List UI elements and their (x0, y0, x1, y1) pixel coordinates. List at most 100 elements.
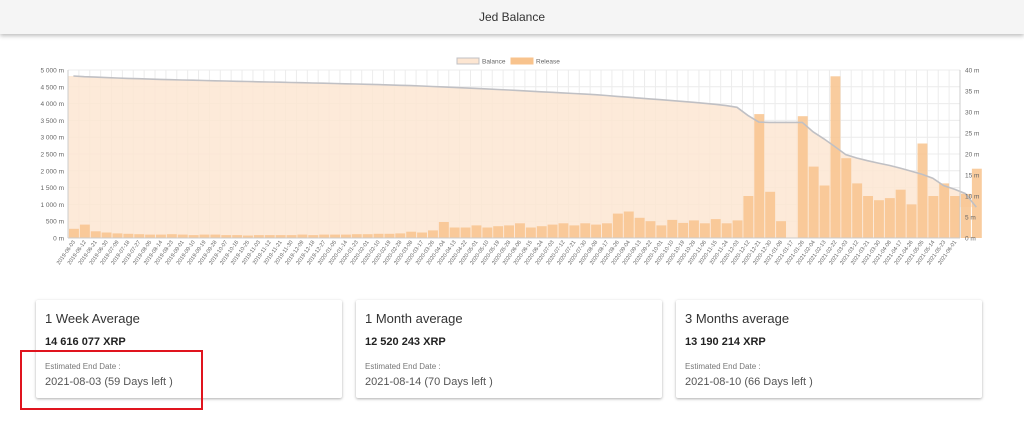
card-average-value: 12 520 243 XRP (365, 336, 446, 348)
release-bar (123, 233, 134, 238)
release-bar (525, 227, 536, 238)
left-axis-tick-label: 4 500 m (41, 84, 65, 91)
release-bar (210, 234, 221, 238)
right-axis-tick-label: 0 m (965, 236, 976, 243)
balance-line (73, 75, 977, 208)
release-bar (699, 223, 710, 238)
card-end-date: 2021-08-14 (70 Days left ) (365, 376, 493, 388)
left-axis-tick-label: 4 000 m (41, 101, 65, 108)
release-bar (264, 235, 275, 238)
card-end-date: 2021-08-03 (59 Days left ) (45, 376, 173, 388)
release-bar (471, 225, 482, 238)
app-bar: Jed Balance (0, 0, 1024, 34)
release-bar (286, 235, 297, 238)
right-axis-tick-label: 40 m (965, 68, 979, 75)
card-title: 1 Month average (365, 311, 463, 326)
release-bar (330, 234, 340, 238)
release-bar (384, 233, 395, 238)
release-bar (917, 143, 928, 238)
right-axis-tick-label: 35 m (965, 89, 979, 96)
release-bar (874, 200, 884, 238)
release-bar (776, 221, 786, 238)
page-title: Jed Balance (478, 10, 546, 24)
legend-item-release-swatch (510, 57, 534, 65)
release-bar (950, 196, 960, 238)
release-bar (460, 227, 471, 238)
right-axis-tick-label: 10 m (965, 194, 979, 201)
release-bar (612, 213, 623, 238)
right-axis-tick-label: 15 m (965, 173, 979, 180)
release-bar (743, 196, 754, 238)
card-end-date: 2021-08-10 (66 Days left ) (685, 376, 813, 388)
release-bar (275, 235, 286, 238)
release-bar (504, 225, 514, 238)
release-bar (689, 220, 699, 238)
release-bar (90, 231, 101, 238)
release-bar (895, 189, 906, 238)
release-bar (515, 223, 525, 238)
card-3-months-average: 3 Months average 13 190 214 XRP Estimate… (676, 300, 982, 398)
right-axis-tick-label: 25 m (965, 131, 979, 138)
balance-release-chart: 0 m 500 m 1 000 m 1 500 m 2 000 m 2 500 m 3 00… (41, 57, 982, 266)
release-bar (602, 223, 612, 238)
release-bar (166, 234, 177, 238)
release-bar (362, 234, 373, 238)
card-end-date-label: Estimated End Date : (365, 362, 441, 371)
release-bar (852, 183, 863, 238)
release-bar (634, 217, 645, 238)
release-bar (308, 235, 319, 238)
card-end-date-label: Estimated End Date : (685, 362, 761, 371)
release-bar (221, 235, 232, 238)
release-bar (961, 193, 971, 238)
release-bar (830, 76, 841, 238)
left-axis-tick-label: 2 500 m (41, 152, 65, 159)
highlight-annotation-box (20, 350, 203, 410)
card-end-date-label: Estimated End Date : (45, 362, 121, 371)
release-bar (482, 227, 493, 238)
left-axis-tick-label: 3 000 m (41, 135, 65, 142)
release-bar (156, 234, 166, 238)
release-bar (754, 114, 765, 238)
release-bar (79, 224, 90, 238)
left-axis-tick-label: 2 000 m (41, 168, 65, 175)
release-bar (928, 196, 939, 238)
release-bar (449, 227, 460, 238)
release-bar (253, 235, 264, 238)
release-bar (580, 223, 591, 238)
left-axis-tick-label: 5 000 m (41, 68, 65, 75)
card-title: 1 Week Average (45, 311, 140, 326)
left-axis-tick-label: 0 m (53, 236, 64, 243)
release-bar (939, 183, 950, 238)
card-1-week-average: 1 Week Average 14 616 077 XRP Estimated … (36, 300, 342, 398)
left-axis-tick-label: 500 m (46, 219, 64, 226)
release-bar (710, 219, 721, 238)
release-bar (819, 185, 830, 238)
left-axis-tick-label: 3 500 m (41, 118, 65, 125)
release-bar (438, 222, 449, 238)
release-bar (645, 221, 656, 238)
release-bar (417, 232, 427, 238)
release-bar (351, 234, 362, 238)
legend-item-release-label: Release (536, 59, 560, 66)
release-bar (199, 234, 210, 238)
release-bar (656, 225, 667, 238)
card-average-value: 13 190 214 XRP (685, 336, 766, 348)
release-bar (188, 235, 199, 238)
right-axis-tick-label: 30 m (965, 110, 979, 117)
release-bar (841, 158, 852, 238)
right-axis-tick-label: 20 m (965, 152, 979, 159)
release-bar (547, 224, 558, 238)
release-bar (297, 234, 308, 238)
card-1-month-average: 1 Month average 12 520 243 XRP Estimated… (356, 300, 662, 398)
release-bar (177, 234, 188, 238)
release-bar (134, 234, 145, 238)
release-bar (112, 233, 123, 238)
release-bar (863, 196, 873, 238)
release-bar (667, 219, 678, 238)
release-bar (341, 234, 351, 238)
card-title: 3 Months average (685, 311, 790, 326)
release-bar (971, 168, 982, 238)
release-bar (906, 204, 917, 238)
release-bar (69, 228, 79, 238)
legend-item-balance-swatch (456, 57, 480, 65)
